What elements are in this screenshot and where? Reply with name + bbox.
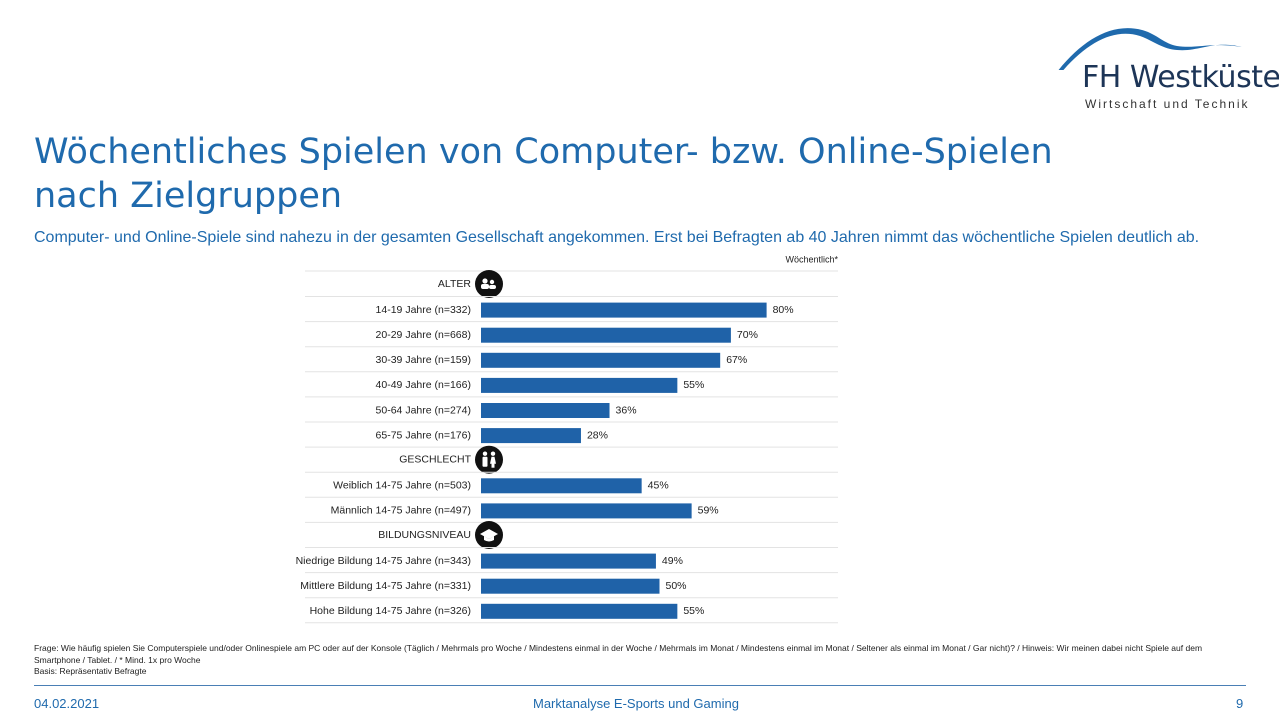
category-label: 20-29 Jahre (n=668): [376, 329, 471, 341]
data-label: 55%: [683, 379, 704, 391]
bar: [481, 428, 581, 444]
page-subtitle: Computer- und Online-Spiele sind nahezu …: [34, 229, 1200, 246]
data-label: 28%: [587, 429, 608, 441]
bar: [481, 553, 656, 569]
category-label: Niedrige Bildung 14-75 Jahre (n=343): [296, 555, 471, 567]
footer-title: Marktanalyse E-Sports und Gaming: [533, 696, 739, 711]
bar: [481, 327, 731, 343]
graduation-cap-icon-glyph: [480, 529, 498, 542]
footer-date: 04.02.2021: [34, 696, 100, 711]
category-label: 40-49 Jahre (n=166): [376, 379, 471, 391]
gender-icon: [475, 445, 503, 474]
footer-divider: [34, 685, 1246, 686]
people-icon: [475, 270, 503, 298]
footnote-question: Frage: Wie häufig spielen Sie Computersp…: [34, 643, 1203, 665]
bar: [481, 377, 678, 393]
footnote: Frage: Wie häufig spielen Sie Computersp…: [34, 643, 1244, 678]
bar: [481, 578, 660, 594]
category-label: 50-64 Jahre (n=274): [376, 404, 471, 416]
page-number: 9: [1236, 696, 1244, 711]
footnote-basis: Basis: Repräsentativ Befragte: [34, 666, 147, 676]
data-label: 55%: [683, 605, 704, 617]
group-heading: BILDUNGSNIVEAU: [378, 529, 471, 541]
category-label: Mittlere Bildung 14-75 Jahre (n=331): [300, 580, 471, 592]
fh-westkueste-logo: FH Westküste Wirtschaft und Technik: [1052, 20, 1279, 116]
bar: [481, 503, 692, 519]
data-label: 50%: [666, 580, 687, 592]
bar: [481, 603, 678, 619]
data-label: 59%: [698, 505, 719, 517]
category-label: Weiblich 14-75 Jahre (n=503): [333, 480, 471, 492]
data-label: 67%: [726, 354, 747, 366]
legend-label: Wöchentlich*: [785, 254, 838, 264]
data-label: 36%: [616, 404, 637, 416]
category-label: Männlich 14-75 Jahre (n=497): [331, 505, 471, 517]
bar: [481, 403, 610, 418]
bar: [481, 478, 642, 494]
data-label: 80%: [773, 304, 794, 316]
logo-tagline: Wirtschaft und Technik: [1085, 97, 1250, 111]
group-heading: ALTER: [438, 278, 471, 290]
category-label: Hohe Bildung 14-75 Jahre (n=326): [310, 605, 471, 617]
people-icon-glyph: [481, 278, 496, 289]
category-label: 30-39 Jahre (n=159): [376, 354, 471, 366]
category-label: 14-19 Jahre (n=332): [376, 304, 471, 316]
data-label: 49%: [662, 555, 683, 567]
wave-icon: [1058, 28, 1242, 70]
gender-icon-glyph: [482, 451, 496, 468]
group-heading: GESCHLECHT: [399, 453, 471, 465]
data-label: 70%: [737, 329, 758, 341]
bar: [481, 352, 721, 368]
bar: [481, 302, 767, 318]
logo-name: FH Westküste: [1082, 60, 1279, 95]
page-title: Wöchentliches Spielen von Computer- bzw.…: [34, 132, 1053, 216]
category-label: 65-75 Jahre (n=176): [376, 429, 471, 441]
data-label: 45%: [648, 480, 669, 492]
